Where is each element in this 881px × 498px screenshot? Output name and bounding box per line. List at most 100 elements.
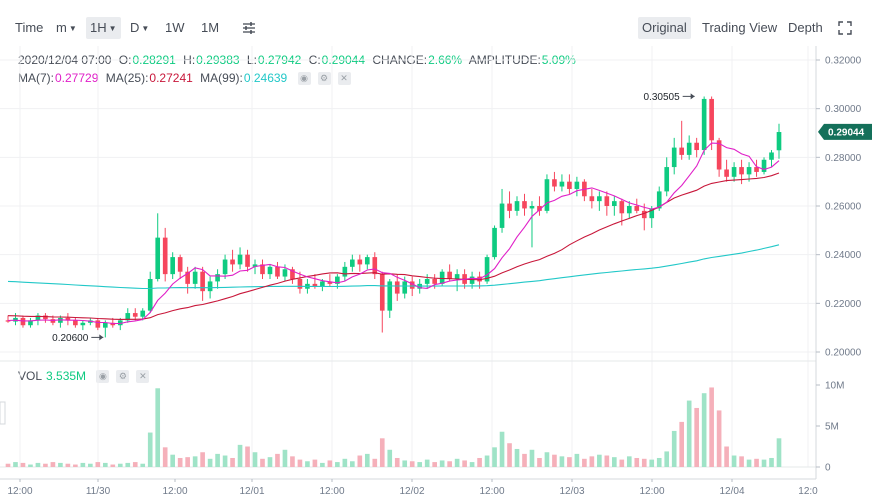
volume-bar	[424, 459, 430, 467]
volume-bar	[402, 460, 408, 467]
volume-bar	[305, 461, 310, 467]
volume-bar	[110, 464, 116, 467]
candle-down	[462, 274, 467, 284]
volume-bar	[117, 463, 123, 467]
week-interval-button[interactable]: 1W	[165, 20, 185, 35]
close-icon[interactable]: ✕	[337, 72, 351, 86]
candle-down	[132, 313, 138, 317]
candle-down	[327, 281, 333, 284]
volume-bar	[65, 463, 71, 467]
candle-down	[5, 320, 11, 322]
volume-bar	[200, 452, 205, 467]
month-interval-button[interactable]: 1M	[201, 20, 220, 35]
ma25-value: 0.27241	[149, 71, 193, 85]
candle-up	[215, 274, 220, 282]
candle-up	[282, 269, 288, 277]
volume-bar	[432, 462, 437, 467]
candle-down	[739, 167, 744, 175]
fullscreen-button[interactable]	[838, 17, 852, 39]
volume-bar	[20, 462, 26, 467]
time-tick-label: 12/04	[719, 486, 744, 497]
settings-icon[interactable]: ⚙	[116, 370, 130, 384]
close-icon[interactable]: ✕	[136, 370, 150, 384]
ma99-label: MA(99):	[200, 71, 243, 85]
ma7-line	[7, 142, 780, 325]
volume-bar	[641, 458, 647, 467]
high-marker-arrow	[690, 93, 695, 100]
time-tick-label: 12/02	[399, 486, 424, 497]
candle-up	[192, 271, 198, 284]
volume-bar	[739, 456, 744, 467]
volume-bar	[147, 432, 153, 467]
volume-bar	[454, 458, 460, 467]
price-tick-label: 0.32000	[825, 56, 862, 67]
candle-up	[664, 167, 670, 192]
volume-bar	[604, 455, 610, 467]
last-price-tag	[818, 123, 872, 140]
eye-icon[interactable]: ◉	[96, 370, 110, 384]
time-tick-label: 12:00	[639, 486, 664, 497]
minute-interval-dropdown[interactable]: m ▼	[56, 17, 77, 39]
candle-up	[147, 279, 153, 311]
volume-tick-label: 0	[825, 463, 831, 474]
candle-up	[454, 274, 460, 279]
volume-bar	[132, 462, 138, 467]
day-interval-dropdown[interactable]: D ▼	[130, 17, 149, 39]
volume-bar	[357, 455, 363, 467]
indicator-settings-button[interactable]	[241, 17, 257, 39]
candle-up	[492, 227, 497, 258]
volume-bar	[582, 458, 587, 467]
eye-icon[interactable]: ◉	[297, 72, 311, 86]
volume-bar	[312, 459, 318, 467]
volume-bar	[656, 457, 662, 467]
volume-bar	[611, 457, 617, 467]
ma25-label: MA(25):	[105, 71, 149, 85]
caret-down-icon: ▼	[108, 23, 117, 33]
candle-down	[185, 271, 190, 284]
volume-bar	[439, 460, 445, 467]
volume-bar	[140, 463, 146, 467]
candle-up	[222, 259, 228, 275]
tab-depth[interactable]: Depth	[788, 20, 823, 35]
tab-original[interactable]: Original	[638, 17, 691, 39]
close-label: C:	[308, 53, 321, 67]
volume-bar	[387, 449, 393, 467]
volume-bar	[499, 431, 505, 467]
time-tick-label: 12:0	[798, 486, 818, 497]
hour-interval-dropdown[interactable]: 1H ▼	[86, 17, 121, 39]
last-price-label: 0.29044	[828, 128, 865, 139]
candle-up	[776, 132, 782, 151]
ma25-line	[7, 172, 780, 320]
volume-bar	[514, 448, 520, 467]
candle-down	[477, 276, 482, 282]
candle-up	[252, 264, 258, 267]
price-tick-label: 0.26000	[825, 202, 862, 213]
chart-grid	[0, 46, 817, 480]
volume-bar	[619, 459, 625, 467]
candle-down	[394, 281, 400, 294]
tab-trading-view[interactable]: Trading View	[702, 20, 778, 35]
candle-up	[320, 281, 325, 287]
ma99-value: 0.24639	[243, 71, 288, 85]
volume-bar	[477, 457, 482, 467]
volume-bar	[649, 459, 655, 467]
volume-bar	[35, 462, 41, 467]
candle-down	[297, 279, 303, 289]
volume-bar	[716, 410, 722, 467]
volume-bar	[102, 462, 108, 467]
low-marker-arrow	[99, 334, 104, 341]
settings-icon[interactable]: ⚙	[317, 72, 331, 86]
candle-down	[754, 167, 759, 172]
time-tick-label: 12:00	[7, 486, 32, 497]
price-tick-label: 0.24000	[825, 250, 862, 261]
volume-bar	[207, 458, 213, 467]
volume-bar	[537, 457, 542, 467]
volume-bar	[252, 452, 258, 467]
volume-bar	[597, 454, 602, 467]
volume-bar	[694, 407, 699, 467]
change-label: CHANGE:	[372, 53, 428, 67]
candle-down	[567, 181, 572, 189]
volume-bar	[679, 421, 685, 467]
high-marker-label: 0.30505	[644, 92, 681, 103]
candle-up	[80, 322, 86, 326]
